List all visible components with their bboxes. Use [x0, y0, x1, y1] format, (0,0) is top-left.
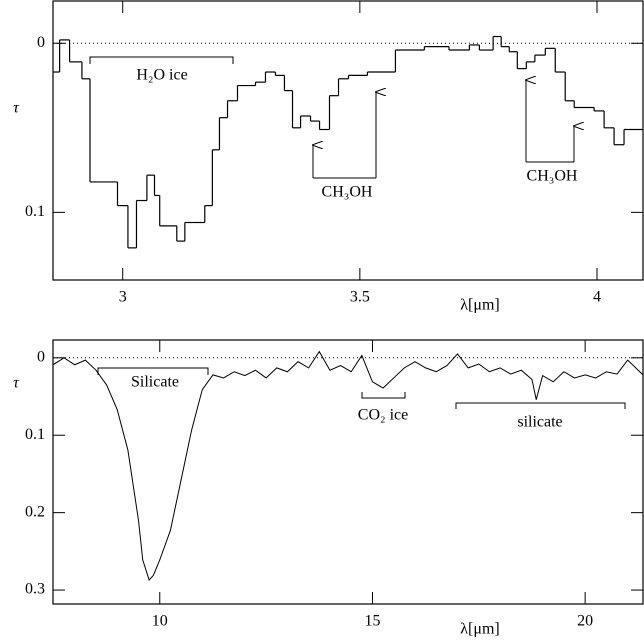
- annotation: H₂O ice: [136, 67, 187, 84]
- x-axis-label: λ[μm]: [460, 621, 499, 638]
- y-axis-label: τ: [13, 100, 20, 117]
- annotation: Silicate: [131, 374, 179, 391]
- y-tick-label: 0: [37, 34, 45, 51]
- y-tick-label: 0.1: [25, 426, 45, 443]
- y-tick-label: 0.2: [25, 503, 45, 520]
- x-tick-label: 3.5: [350, 289, 370, 306]
- x-tick-label: 20: [577, 613, 593, 630]
- annotation: CH₃OH: [322, 184, 373, 201]
- x-tick-label: 15: [364, 613, 380, 630]
- annotation: CH₃OH: [527, 168, 578, 185]
- x-tick-label: 4: [593, 289, 601, 306]
- plot-frame: [52, 0, 644, 281]
- y-tick-label: 0.1: [25, 203, 45, 220]
- plot-frame: [52, 339, 644, 605]
- x-tick-label: 3: [119, 289, 127, 306]
- annotation: CO₂ ice: [358, 407, 408, 424]
- x-tick-label: 10: [152, 613, 168, 630]
- co2-bracket: [361, 392, 406, 399]
- silicate-bracket: [455, 402, 626, 409]
- y-tick-label: 0.3: [25, 581, 45, 598]
- y-axis-label: τ: [13, 375, 20, 392]
- x-axis-label: λ[μm]: [460, 297, 499, 314]
- silicate-bracket: [97, 367, 209, 375]
- annotation: silicate: [517, 414, 562, 431]
- y-tick-label: 0: [37, 348, 45, 365]
- spectrum-line: [53, 350, 643, 581]
- h2o-bracket: [89, 56, 234, 64]
